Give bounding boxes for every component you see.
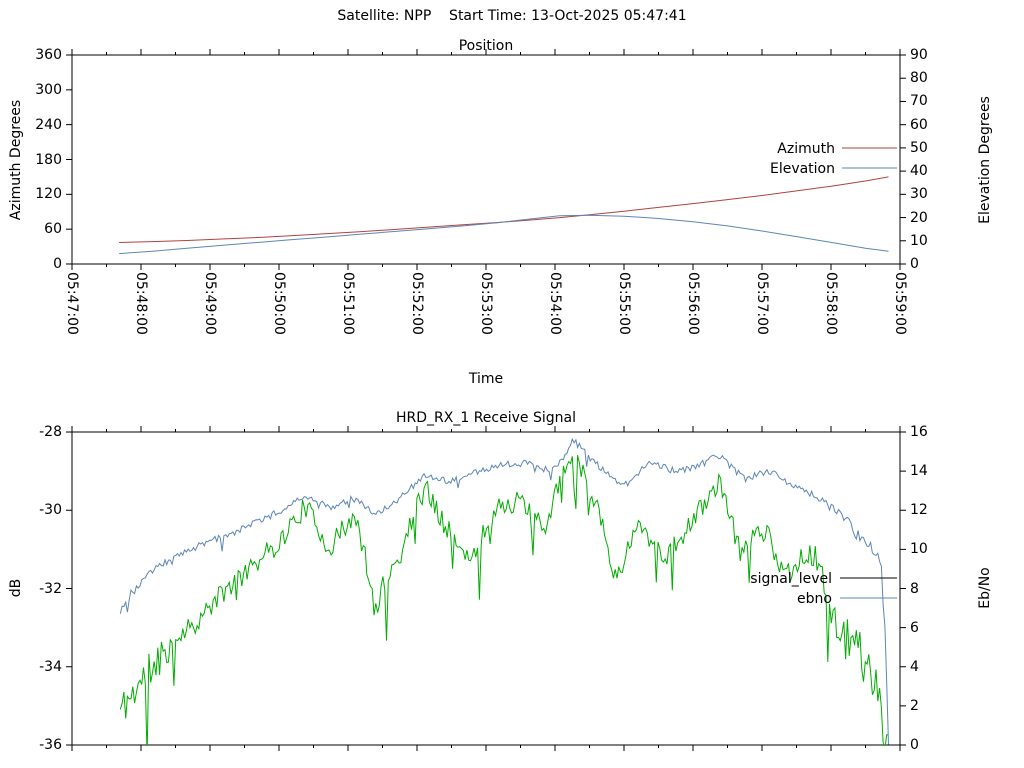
y2-tick-label: 40 xyxy=(910,163,928,180)
x-tick-label: 05:59:00 xyxy=(892,272,908,335)
y2-tick-label: 10 xyxy=(910,232,928,249)
y-tick-label: 180 xyxy=(35,151,62,168)
y-tick-label: -34 xyxy=(39,658,62,675)
y-tick-label: -36 xyxy=(39,737,62,753)
legend-label-signal-level: signal_level xyxy=(750,571,832,587)
y2-tick-label: 6 xyxy=(910,619,919,636)
y2-tick-label: 2 xyxy=(910,697,919,714)
y-tick-label: 300 xyxy=(35,81,62,98)
y2-tick-label: 8 xyxy=(910,580,919,597)
x-tick-label: 05:57:00 xyxy=(754,272,770,335)
ebno-series-line xyxy=(119,437,889,745)
receive-signal-chart-title: HRD_RX_1 Receive Signal xyxy=(396,410,576,426)
y2-tick-label: 14 xyxy=(910,463,928,480)
y2-tick-label: 16 xyxy=(910,424,928,440)
y2-tick-label: 0 xyxy=(910,737,919,753)
y2-tick-label: 80 xyxy=(910,70,928,87)
x-tick-label: 05:48:00 xyxy=(133,272,149,335)
x-tick-label: 05:58:00 xyxy=(823,272,839,335)
y-tick-label: 60 xyxy=(44,221,62,238)
elevation-series-line xyxy=(119,214,889,255)
y2-tick-label: 70 xyxy=(910,93,928,110)
y-tick-label: -28 xyxy=(39,424,62,440)
x-tick-label: 05:52:00 xyxy=(409,272,425,335)
y2-tick-label: 30 xyxy=(910,186,928,203)
y2-tick-label: 90 xyxy=(910,47,928,63)
x-tick-label: 05:47:00 xyxy=(64,272,80,335)
y2-tick-label: 60 xyxy=(910,116,928,133)
x-tick-label: 05:56:00 xyxy=(685,272,701,335)
y2-tick-label: 50 xyxy=(910,139,928,156)
y-tick-label: 240 xyxy=(35,116,62,133)
y-tick-label: -30 xyxy=(39,502,62,519)
position-chart-title: Position xyxy=(458,38,514,54)
x-tick-label: 05:49:00 xyxy=(202,272,218,335)
y2-tick-label: 4 xyxy=(910,658,919,675)
y-tick-label: 120 xyxy=(35,186,62,203)
x-tick-label: 05:50:00 xyxy=(271,272,287,335)
y-tick-label: 0 xyxy=(53,256,62,272)
y2-tick-label: 10 xyxy=(910,541,928,558)
x-tick-label: 05:51:00 xyxy=(340,272,356,335)
legend-label-elevation: Elevation xyxy=(769,161,835,177)
x-tick-label: 05:53:00 xyxy=(478,272,494,335)
elevation-axis-label: Elevation Degrees xyxy=(977,96,993,224)
y-tick-label: 360 xyxy=(35,47,62,63)
y2-tick-label: 20 xyxy=(910,209,928,226)
position-plot-border xyxy=(71,54,901,265)
x-tick-label: 05:54:00 xyxy=(547,272,563,335)
legend-label-azimuth: Azimuth xyxy=(777,141,835,157)
signal_level-series-line xyxy=(119,455,889,745)
legend-label-ebno: ebno xyxy=(797,591,832,607)
time-axis-label: Time xyxy=(468,371,504,387)
y2-tick-label: 12 xyxy=(910,502,928,519)
page-title: Satellite: NPP Start Time: 13-Oct-2025 0… xyxy=(337,8,687,24)
x-tick-label: 05:55:00 xyxy=(616,272,632,335)
receive-signal-plot-border xyxy=(71,431,901,746)
y2-tick-label: 0 xyxy=(910,256,919,272)
ebno-axis-label: Eb/No xyxy=(977,567,993,609)
y-tick-label: -32 xyxy=(39,580,62,597)
